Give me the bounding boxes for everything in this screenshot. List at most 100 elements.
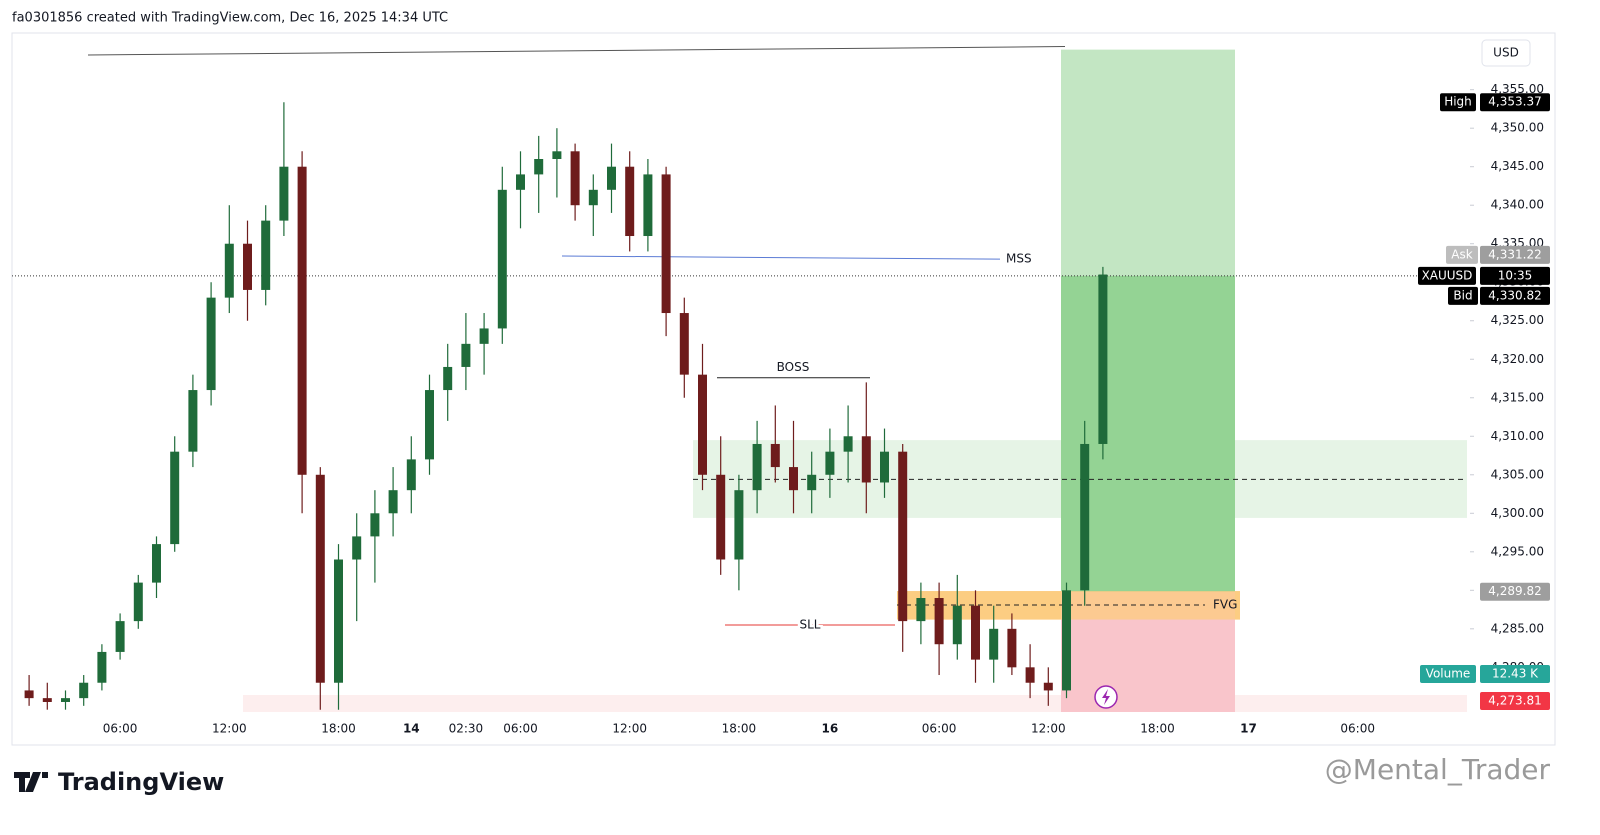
bid-name-text: Bid: [1453, 288, 1472, 302]
candle-body: [789, 467, 798, 491]
stop-value: 4,273.81: [1480, 692, 1550, 710]
x-tick-label: 02:30: [449, 722, 484, 736]
candle-body: [315, 474, 325, 683]
stop-value-bg: [1480, 692, 1550, 710]
x-tick-label: 12:00: [212, 722, 247, 736]
candle-body: [698, 374, 707, 475]
candle-body: [279, 166, 289, 221]
candle-body: [370, 513, 380, 537]
candle-body: [825, 451, 835, 475]
candle-body: [188, 390, 198, 452]
x-tick-label: 18:00: [1140, 722, 1175, 736]
candle-body: [752, 443, 762, 491]
candle-body: [843, 436, 853, 452]
candle-body: [224, 243, 234, 298]
y-tick-label: 4,315.00: [1491, 390, 1544, 404]
candle-body: [971, 605, 980, 660]
y-tick-label: 4,345.00: [1491, 159, 1544, 173]
annotation-label: SLL: [800, 617, 821, 631]
currency: USD: [1493, 46, 1519, 60]
candle-body: [115, 621, 125, 652]
candle-body: [661, 174, 671, 314]
high-name-bg: [1440, 93, 1476, 112]
annotation-line: [87, 46, 1066, 56]
ask-name: Ask: [1446, 245, 1478, 264]
stop-value-text: 4,273.81: [1488, 694, 1541, 708]
candle-body: [243, 243, 252, 290]
candle-body: [952, 605, 962, 645]
y-tick-label: 4,295.00: [1491, 544, 1544, 558]
candle-body: [79, 682, 89, 699]
ask-value: 4,331.22: [1480, 245, 1550, 264]
brand-logo: [14, 772, 48, 792]
volume-name-text: Volume: [1426, 667, 1471, 681]
entry-value-bg: [1480, 582, 1550, 601]
bid-value: 4,330.82: [1480, 286, 1550, 305]
candle-body: [425, 390, 434, 460]
annotation-label: MSS: [1006, 252, 1032, 266]
x-tick-label: 12:00: [612, 722, 647, 736]
candle-body: [934, 598, 944, 645]
countdown: 10:35: [1480, 266, 1550, 285]
currency-box: [1481, 39, 1531, 67]
y-tick-label: 4,305.00: [1491, 467, 1544, 481]
y-tick-label: 4,310.00: [1491, 429, 1544, 443]
candle-body: [716, 474, 726, 560]
bid-value-text: 4,330.82: [1488, 288, 1541, 302]
watermark: @Mental_Trader: [1325, 753, 1551, 786]
high-name: High: [1440, 93, 1476, 112]
candle-body: [170, 451, 180, 545]
symbol: XAUUSD: [1418, 266, 1476, 285]
bid-name-bg: [1448, 286, 1478, 305]
header: fa0301856 created with TradingView.com, …: [12, 11, 448, 26]
candle-body: [261, 220, 271, 290]
y-tick-label: 4,285.00: [1491, 621, 1544, 635]
x-tick-label: 06:00: [503, 722, 538, 736]
candle-body: [24, 690, 34, 699]
y-tick-label: 4,320.00: [1491, 352, 1544, 366]
candle-body: [734, 490, 744, 560]
zone-label: FVG: [1213, 597, 1237, 611]
candle-body: [625, 166, 635, 237]
annotation-label: BOSS: [777, 360, 810, 374]
symbol-bg: [1418, 266, 1476, 285]
y-tick-label: 4,325.00: [1491, 313, 1544, 327]
candle-body: [1007, 628, 1017, 668]
entry-value-text: 4,289.82: [1488, 584, 1541, 598]
candle-body: [42, 698, 52, 702]
x-tick-label: 06:00: [1340, 722, 1375, 736]
candle-body: [1043, 682, 1053, 691]
high-value: 4,353.37: [1480, 93, 1550, 112]
candle-body: [989, 628, 999, 660]
candle-body: [461, 343, 471, 367]
y-tick-label: 4,355.00: [1491, 82, 1544, 96]
annotation-line: [561, 255, 1001, 260]
candle-body: [916, 598, 926, 622]
y-tick-label: 4,340.00: [1491, 198, 1544, 212]
bid-name: Bid: [1448, 286, 1478, 305]
candle-body: [297, 166, 307, 475]
ask-value-bg: [1480, 245, 1550, 264]
candle-body: [334, 559, 343, 683]
entry-value: 4,289.82: [1480, 582, 1550, 601]
countdown-text: 10:35: [1498, 268, 1533, 282]
bid-value-bg: [1480, 286, 1550, 305]
candle-body: [898, 451, 908, 622]
candle-body: [588, 189, 598, 206]
x-tick-label: 06:00: [922, 722, 957, 736]
alert-icon-bolt: [1102, 689, 1110, 705]
candle-body: [497, 189, 507, 329]
plot-area: FVG MSS BOSS SLL: [12, 46, 1470, 712]
y-tick-label: 4,350.00: [1491, 121, 1544, 135]
candle-body: [861, 436, 871, 483]
brand: TradingView: [58, 768, 224, 796]
candle-body: [352, 536, 362, 560]
candle-body: [152, 544, 161, 583]
high-value-text: 4,353.37: [1488, 95, 1541, 109]
x-tick-label: 16: [822, 722, 839, 736]
candle-body: [206, 297, 216, 391]
candle-body: [479, 328, 489, 344]
candle-body: [534, 159, 544, 175]
